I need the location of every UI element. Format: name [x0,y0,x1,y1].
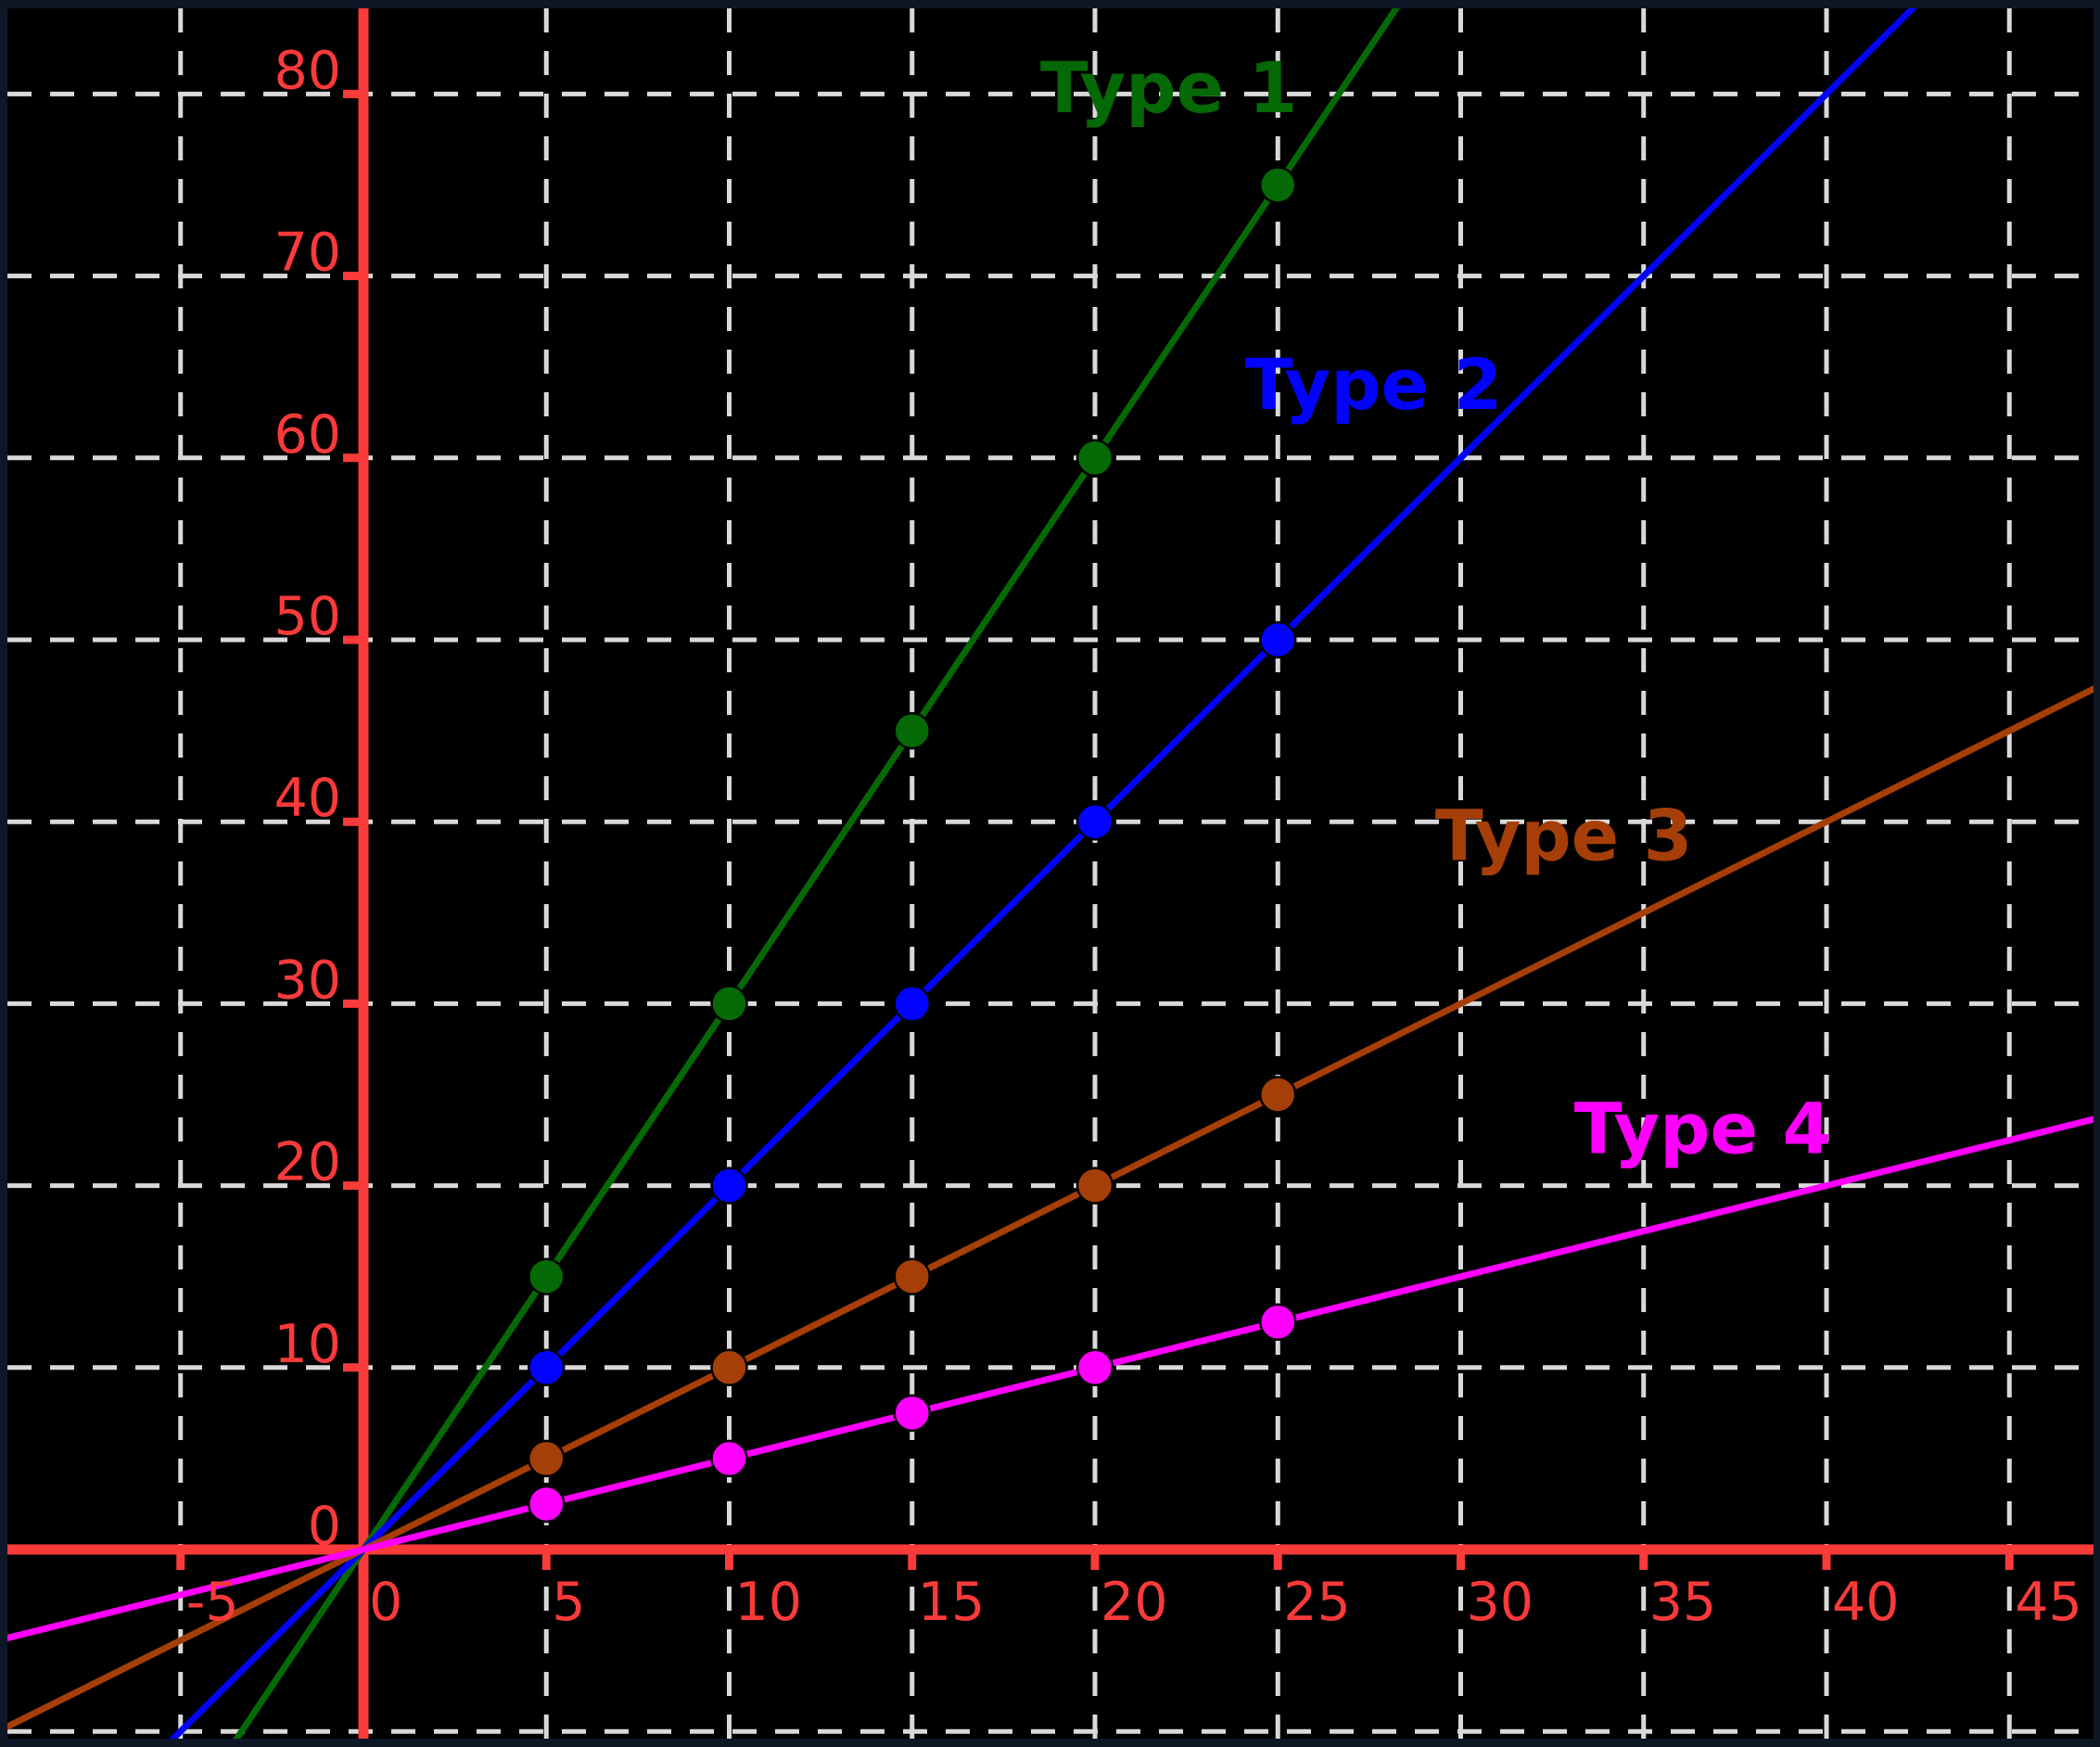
series-line-4 [7,1116,2094,1642]
y-tick-label-70: 70 [274,223,341,284]
x-tick-label-15: 15 [918,1572,986,1633]
data-point-3-x15 [893,1257,931,1295]
data-point-2-x15 [893,985,931,1023]
data-point-3-x20 [1075,1167,1114,1205]
x-tick-label-40: 40 [1832,1572,1900,1633]
tick-labels: -5 0 5 10 15 20 25 30 35 40 45 0 10 20 30 40 50 60 70 80 [186,40,2082,1633]
series-label-4: Type 4 [1574,1087,1832,1169]
data-point-3-x10 [710,1348,748,1387]
y-tick-label-20: 20 [274,1132,341,1193]
x-tick-label-0: 0 [369,1572,402,1633]
x-tick-label-5: 5 [552,1572,585,1633]
data-point-4-x15 [893,1394,931,1433]
x-tick-label-45: 45 [2015,1572,2082,1633]
y-tick-label-10: 10 [274,1314,341,1375]
y-tick-label-40: 40 [274,768,341,829]
y-tick-label-30: 30 [274,950,341,1011]
data-point-1-x10 [710,985,748,1023]
data-point-1-x15 [893,711,931,750]
data-point-1-x5 [528,1257,566,1295]
data-point-2-x20 [1075,802,1114,841]
data-point-2-x25 [1259,620,1297,659]
data-point-2-x10 [710,1167,748,1205]
data-point-4-x10 [710,1439,748,1478]
series-label-2: Type 2 [1245,343,1503,426]
data-point-3-x25 [1259,1076,1297,1114]
series-label-3: Type 3 [1435,794,1693,876]
data-point-4-x25 [1259,1303,1297,1341]
data-point-1-x20 [1075,439,1114,478]
data-point-4-x5 [528,1485,566,1524]
data-point-4-x20 [1075,1348,1114,1387]
x-tick-label-10: 10 [735,1572,803,1633]
x-tick-label-30: 30 [1467,1572,1534,1633]
y-tick-label-0: 0 [308,1496,341,1557]
y-tick-label-50: 50 [274,586,341,647]
series-type-3 [7,685,2094,1730]
series-type-4 [7,1116,2094,1642]
series-line-3 [7,685,2094,1730]
series-label-1: Type 1 [1040,46,1298,129]
x-tick-label-20: 20 [1101,1572,1168,1633]
x-tick-label-35: 35 [1649,1572,1717,1633]
data-point-2-x5 [528,1348,566,1387]
series-labels: Type 1 Type 2 Type 3 Type 4 [1040,46,1832,1169]
y-tick-label-60: 60 [274,404,341,465]
data-point-3-x5 [528,1439,566,1478]
data-point-1-x25 [1259,166,1297,204]
x-tick-label-25: 25 [1283,1572,1351,1633]
plot-background [7,8,2094,1739]
x-tick-label--5: -5 [186,1572,239,1633]
y-tick-label-80: 80 [274,40,341,101]
